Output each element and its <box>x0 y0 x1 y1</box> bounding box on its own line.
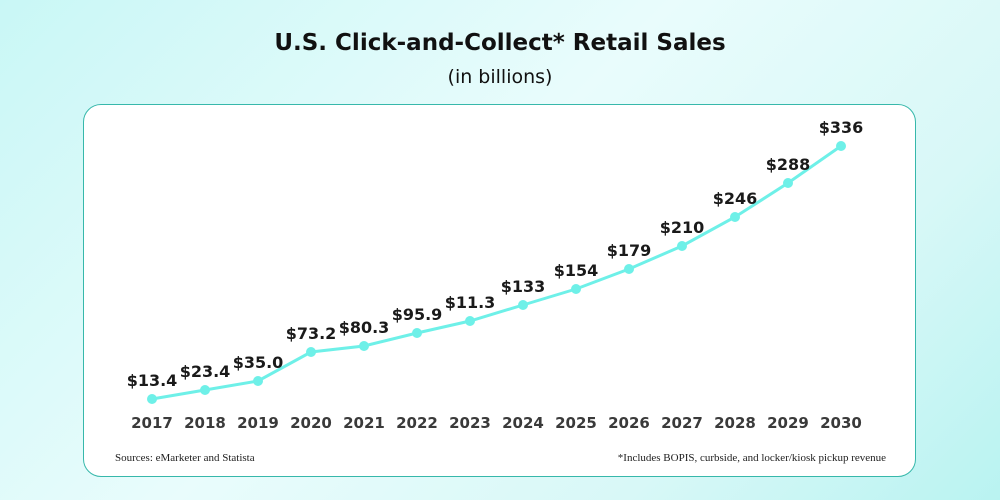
data-point <box>730 212 740 222</box>
x-tick-label: 2027 <box>661 414 703 432</box>
data-label: $73.2 <box>286 324 337 343</box>
source-note: Sources: eMarketer and Statista <box>115 452 255 464</box>
data-label: $13.4 <box>127 371 178 390</box>
data-label: $288 <box>766 155 811 174</box>
data-label: $11.3 <box>445 293 496 312</box>
data-point <box>677 241 687 251</box>
data-point <box>783 178 793 188</box>
chart-card <box>83 104 916 477</box>
x-tick-label: 2026 <box>608 414 650 432</box>
data-point <box>836 141 846 151</box>
data-label: $246 <box>713 189 758 208</box>
footnote: *Includes BOPIS, curbside, and locker/ki… <box>617 452 886 464</box>
x-tick-label: 2025 <box>555 414 597 432</box>
data-label: $210 <box>660 218 705 237</box>
data-point <box>571 284 581 294</box>
chart-title: U.S. Click-and-Collect* Retail Sales <box>274 30 726 56</box>
data-point <box>253 376 263 386</box>
data-point <box>306 347 316 357</box>
data-label: $133 <box>501 277 546 296</box>
data-label: $179 <box>607 241 652 260</box>
data-point <box>624 264 634 274</box>
data-label: $336 <box>819 118 864 137</box>
data-point <box>518 300 528 310</box>
data-label: $80.3 <box>339 318 390 337</box>
x-tick-label: 2023 <box>449 414 491 432</box>
x-tick-label: 2018 <box>184 414 226 432</box>
x-tick-label: 2017 <box>131 414 173 432</box>
data-label: $95.9 <box>392 305 443 324</box>
x-tick-label: 2029 <box>767 414 809 432</box>
chart-subtitle: (in billions) <box>447 66 553 88</box>
x-tick-label: 2022 <box>396 414 438 432</box>
data-point <box>465 316 475 326</box>
data-point <box>412 328 422 338</box>
x-tick-label: 2020 <box>290 414 332 432</box>
data-point <box>147 394 157 404</box>
x-tick-label: 2021 <box>343 414 385 432</box>
x-tick-label: 2024 <box>502 414 544 432</box>
series-line <box>151 144 842 401</box>
x-tick-label: 2028 <box>714 414 756 432</box>
x-tick-label: 2030 <box>820 414 862 432</box>
x-tick-label: 2019 <box>237 414 279 432</box>
data-point <box>359 341 369 351</box>
data-label: $154 <box>554 261 599 280</box>
data-point <box>200 385 210 395</box>
data-label: $35.0 <box>233 353 284 372</box>
data-label: $23.4 <box>180 362 231 381</box>
